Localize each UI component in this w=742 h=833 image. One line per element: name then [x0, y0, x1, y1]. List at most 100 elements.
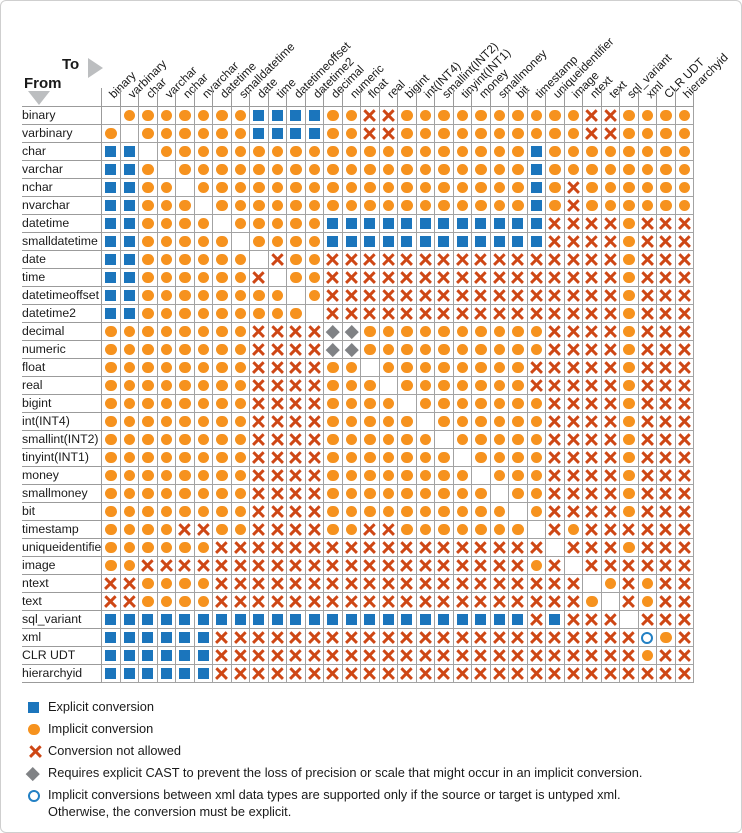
matrix-cell — [250, 359, 269, 377]
implicit-circle-icon — [623, 253, 635, 266]
cast-diamond-icon — [26, 766, 40, 781]
implicit-circle-icon — [530, 325, 542, 338]
matrix-cell — [120, 251, 139, 269]
explicit-square-icon — [105, 308, 117, 319]
implicit-circle-icon — [327, 163, 339, 176]
not-allowed-x-icon — [659, 361, 673, 375]
not-allowed-x-icon — [622, 667, 636, 681]
not-allowed-x-icon — [603, 433, 617, 447]
matrix-cell — [601, 143, 620, 161]
matrix-cell — [268, 125, 287, 143]
matrix-cell — [102, 521, 121, 539]
matrix-cell — [490, 341, 509, 359]
not-allowed-x-icon — [548, 433, 562, 447]
not-allowed-x-icon — [548, 415, 562, 429]
not-allowed-x-icon — [529, 667, 543, 681]
not-allowed-x-icon — [270, 433, 284, 447]
implicit-circle-icon — [308, 145, 320, 158]
matrix-cell — [194, 593, 213, 611]
matrix-cell — [157, 575, 176, 593]
not-allowed-x-icon — [585, 379, 599, 393]
matrix-cell — [490, 485, 509, 503]
not-allowed-x-icon — [418, 577, 432, 591]
matrix-cell — [287, 539, 306, 557]
not-allowed-x-icon — [659, 325, 673, 339]
implicit-circle-icon — [253, 235, 265, 248]
matrix-cell — [213, 107, 232, 125]
matrix-cell — [342, 557, 361, 575]
matrix-cell — [657, 143, 676, 161]
implicit-circle-icon — [179, 541, 191, 554]
matrix-cell — [657, 395, 676, 413]
implicit-circle-icon — [216, 415, 228, 428]
matrix-cell — [472, 521, 491, 539]
explicit-square-icon — [160, 668, 172, 679]
matrix-cell — [620, 503, 639, 521]
not-allowed-x-icon — [363, 649, 377, 663]
column-tick — [563, 88, 565, 106]
implicit-circle-icon — [438, 109, 450, 122]
not-allowed-x-icon — [492, 253, 506, 267]
implicit-circle-icon — [623, 415, 635, 428]
matrix-cell — [546, 521, 565, 539]
matrix-cell — [342, 305, 361, 323]
matrix-cell — [398, 521, 417, 539]
matrix-cell — [361, 197, 380, 215]
not-allowed-x-icon — [529, 541, 543, 555]
matrix-cell — [305, 251, 324, 269]
implicit-circle-icon — [234, 397, 246, 410]
not-allowed-x-icon — [418, 289, 432, 303]
matrix-cell — [509, 305, 528, 323]
row-label: decimal — [22, 323, 101, 341]
matrix-cell — [546, 629, 565, 647]
implicit-circle-icon — [234, 415, 246, 428]
matrix-cell — [416, 521, 435, 539]
implicit-circle-icon — [216, 253, 228, 266]
implicit-circle-icon — [308, 271, 320, 284]
implicit-circle-icon — [382, 505, 394, 518]
implicit-circle-icon — [678, 181, 690, 194]
implicit-circle-icon — [401, 433, 413, 446]
not-allowed-x-icon — [363, 523, 377, 537]
implicit-circle-icon — [493, 127, 505, 140]
matrix-cell — [546, 593, 565, 611]
matrix-cell — [176, 233, 195, 251]
matrix-cell — [268, 485, 287, 503]
matrix-cell — [157, 287, 176, 305]
not-allowed-x-icon — [363, 541, 377, 555]
matrix-cell — [305, 359, 324, 377]
implicit-circle-icon — [179, 307, 191, 320]
matrix-cell — [398, 125, 417, 143]
row-label: float — [22, 359, 101, 377]
matrix-cell — [583, 359, 602, 377]
implicit-circle-icon — [438, 379, 450, 392]
implicit-circle-icon — [364, 325, 376, 338]
implicit-circle-icon — [623, 109, 635, 122]
matrix-cell — [342, 539, 361, 557]
not-allowed-x-icon — [640, 235, 654, 249]
matrix-cell — [527, 467, 546, 485]
matrix-cell — [416, 557, 435, 575]
not-allowed-x-icon — [289, 577, 303, 591]
matrix-cell — [601, 395, 620, 413]
matrix-cell — [657, 215, 676, 233]
matrix-cell — [564, 269, 583, 287]
row-label: smallmoney — [22, 485, 101, 503]
implicit-circle-icon — [271, 289, 283, 302]
matrix-cell — [157, 341, 176, 359]
implicit-circle-icon — [475, 379, 487, 392]
matrix-cell — [583, 593, 602, 611]
matrix-cell — [657, 557, 676, 575]
not-allowed-x-icon — [270, 343, 284, 357]
implicit-circle-icon — [271, 217, 283, 230]
not-allowed-x-icon — [585, 649, 599, 663]
implicit-circle-icon — [586, 181, 598, 194]
not-allowed-x-icon — [326, 289, 340, 303]
matrix-cell — [435, 269, 454, 287]
not-allowed-x-icon — [529, 631, 543, 645]
implicit-circle-icon — [308, 289, 320, 302]
implicit-circle-icon — [438, 145, 450, 158]
not-allowed-x-icon — [270, 253, 284, 267]
matrix-cell — [287, 449, 306, 467]
implicit-circle-icon — [308, 163, 320, 176]
